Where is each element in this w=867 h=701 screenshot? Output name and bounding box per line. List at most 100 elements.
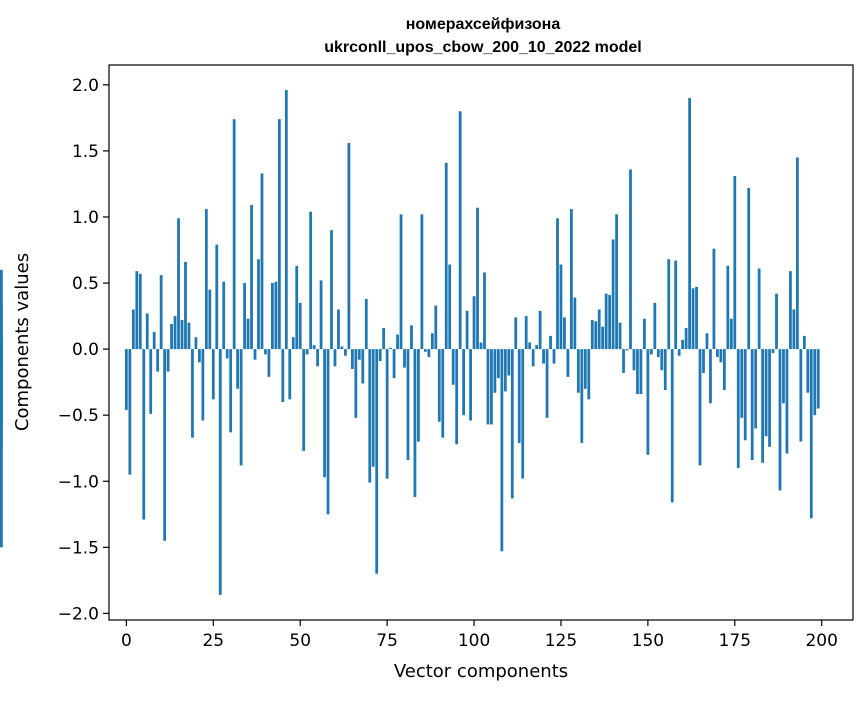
bar [496,349,500,379]
bar [691,288,695,350]
bar [364,298,368,350]
bar [702,349,705,373]
bar [309,211,313,350]
bar [156,349,160,372]
bar [465,310,469,350]
y-tick-label: −1.0 [58,472,99,492]
bar [246,318,250,350]
x-tick-label: 25 [202,631,224,651]
bar [813,349,817,416]
bar [170,324,173,350]
bar [344,349,347,356]
bar [413,349,417,498]
bar [267,349,271,377]
bar [316,349,319,367]
bar [472,296,476,350]
bar [597,309,601,350]
bar [225,349,229,359]
bar [507,349,511,376]
bar [191,349,194,438]
bar [549,335,552,350]
bar [177,218,180,350]
bar [284,90,288,350]
bar [535,345,539,350]
bar [712,248,716,350]
x-tick-label: 125 [545,631,577,651]
bar [573,297,577,350]
bar [670,349,674,503]
bar [187,322,191,350]
bar [580,349,584,443]
bar [198,349,201,363]
bar [778,349,782,491]
bar [430,333,434,350]
x-tick-label: 50 [289,631,311,651]
bar [601,326,605,350]
bar [0,349,3,548]
bar [420,214,424,350]
bar [378,349,382,361]
bar [462,349,466,416]
bar [476,207,479,350]
bar [455,349,459,445]
bar [608,294,612,350]
bar [423,349,427,352]
bar [218,349,222,595]
bar [483,272,486,350]
bar [521,349,525,479]
bar [750,349,754,461]
bar [524,316,528,350]
bar [785,349,789,454]
bar [0,349,3,447]
bar [264,349,267,355]
bar [194,337,198,350]
bar [396,334,399,350]
y-axis-label: Components values [12,253,33,431]
bar [274,281,278,350]
bar [729,318,733,350]
bar [357,349,361,360]
bar [775,293,778,350]
bar [361,349,365,384]
bar [566,349,570,377]
bar [337,309,340,350]
x-tick-label: 75 [376,631,398,651]
bar [719,349,723,363]
bar [500,349,504,552]
bar [271,283,274,350]
bar [326,349,330,515]
bar [576,349,580,393]
bar [542,349,545,364]
bar [646,349,650,455]
bar [559,264,563,350]
bar [298,302,302,350]
x-tick-label: 175 [719,631,751,651]
bar [667,259,671,350]
bar [312,345,316,350]
bar [583,349,587,389]
bar [389,347,392,350]
bar [340,346,344,350]
bar [698,349,702,466]
bar [538,310,542,350]
bar [368,349,372,483]
bar [747,187,751,350]
bar [184,261,187,350]
bar [406,349,410,461]
bar [441,349,445,438]
bar [611,239,615,350]
plot-frame [108,64,854,621]
bar [403,349,406,368]
bar [277,119,281,350]
bar [493,349,497,393]
bar [180,320,184,350]
bar [257,259,260,350]
bar [437,349,441,422]
bar [458,111,462,350]
bar [764,349,768,437]
bar [427,349,431,358]
bar [545,349,549,418]
bar [451,349,455,385]
bar [302,349,306,451]
